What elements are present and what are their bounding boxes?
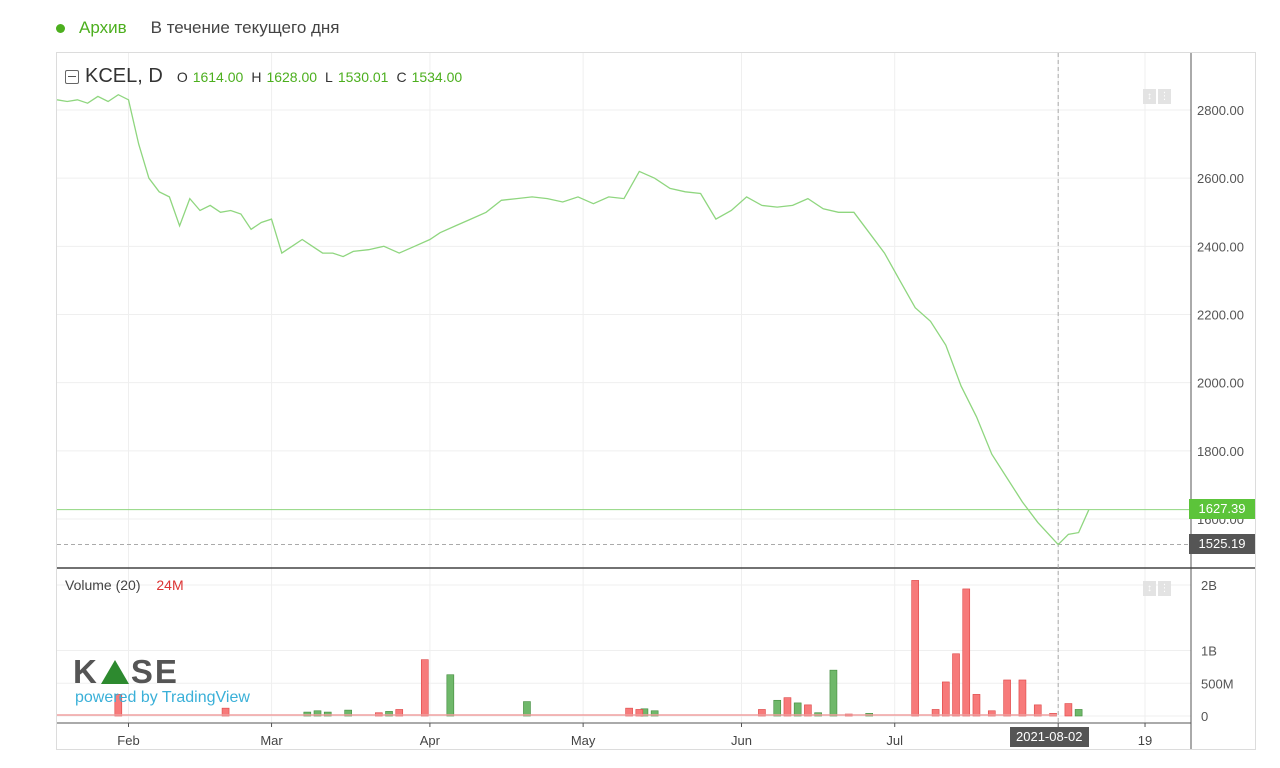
volume-bar [625,707,633,717]
y-tick-label: 2600.00 [1197,171,1244,186]
volume-legend: Volume (20) 24M [65,577,184,593]
x-tick-label: May [571,733,596,748]
volume-bar [804,704,812,717]
tab-intraday[interactable]: В течение текущего дня [150,18,340,37]
x-tick-label: Jul [886,733,903,748]
volume-bar [793,702,802,717]
volume-bar [650,710,659,717]
volume-bar [303,711,312,717]
volume-bar [1033,704,1042,717]
volume-bar [1074,709,1083,717]
active-dot-icon [56,23,65,33]
move-up-icon[interactable]: ↕ [1143,581,1156,596]
price-pane-controls: ↕ ⋮ [1143,89,1171,104]
volume-bar [942,681,950,717]
volume-bar [1064,703,1073,717]
kase-logo[interactable]: K SE powered by TradingView [73,653,250,707]
volume-bar [1003,679,1011,717]
volume-bar [446,674,455,717]
tab-bar: Архив В течение текущего дня [56,16,364,40]
price-volume-chart[interactable]: 2800.00 2600.00 2400.00 2200.00 2000.00 1800.… [57,53,1255,749]
volume-bar [420,659,429,717]
y-tick-label: 1800.00 [1197,444,1244,459]
price-legend: KCEL, D O 1614.00 H 1628.00 L 1530.01 C … [65,65,470,88]
low-label: L [325,68,333,85]
x-tick-label: Mar [260,733,283,748]
close-value: 1534.00 [411,68,463,85]
volume-bar [972,694,981,717]
tab-archive[interactable]: Архив [79,18,127,37]
volume-bar [221,707,230,717]
volume-tick-label: 0 [1201,709,1208,724]
volume-tick-label: 2B [1201,578,1217,593]
open-label: O [176,68,188,85]
more-icon[interactable]: ⋮ [1158,89,1171,104]
volume-pane-controls: ↕ ⋮ [1143,581,1171,596]
cursor-price-tag: 1525.19 [1189,534,1255,554]
volume-value: 24M [156,577,184,593]
cursor-date-tag: 2021-08-02 [1010,727,1089,747]
volume-bar [987,710,996,717]
volume-bar [114,694,123,717]
volume-bar [773,699,782,717]
volume-label: Volume (20) [65,577,141,593]
y-tick-label: 2200.00 [1197,308,1244,323]
volume-bar [783,697,792,717]
x-tick-label: Apr [420,733,441,748]
volume-bar [952,653,960,717]
volume-bar [395,709,404,717]
volume-tick-label: 1B [1201,644,1217,659]
y-tick-label: 2000.00 [1197,376,1244,391]
kase-wordmark: K SE [73,653,179,690]
chart-container[interactable]: 2800.00 2600.00 2400.00 2200.00 2000.00 1800.… [56,52,1256,750]
symbol-label: KCEL, D [85,65,163,87]
low-value: 1530.01 [337,68,389,85]
last-price-tag: 1627.39 [1189,499,1255,519]
high-value: 1628.00 [266,68,318,85]
volume-bar [911,580,919,717]
powered-by-label: powered by TradingView [75,689,250,706]
volume-bar [635,709,644,717]
volume-bar [1018,679,1027,717]
volume-bar [523,701,531,717]
volume-bar [385,711,393,717]
volume-bar [931,709,940,717]
volume-bar [313,710,322,717]
y-tick-label: 2800.00 [1197,103,1244,118]
close-label: C [396,68,407,85]
x-tick-label: 19 [1138,733,1152,748]
more-icon[interactable]: ⋮ [1158,581,1171,596]
volume-bar [323,711,332,717]
volume-tick-label: 500M [1201,676,1234,691]
kase-triangle-icon [100,660,129,684]
open-value: 1614.00 [192,68,244,85]
x-tick-label: Jun [731,733,752,748]
volume-bar [829,669,838,717]
move-up-icon[interactable]: ↕ [1143,89,1156,104]
collapse-icon[interactable] [65,69,79,84]
volume-bar [344,709,352,717]
price-line [57,93,1090,546]
volume-bar [758,709,766,717]
volume-bar [962,588,971,717]
y-tick-label: 2400.00 [1197,239,1244,254]
x-tick-label: Feb [117,733,139,748]
high-label: H [251,68,262,85]
